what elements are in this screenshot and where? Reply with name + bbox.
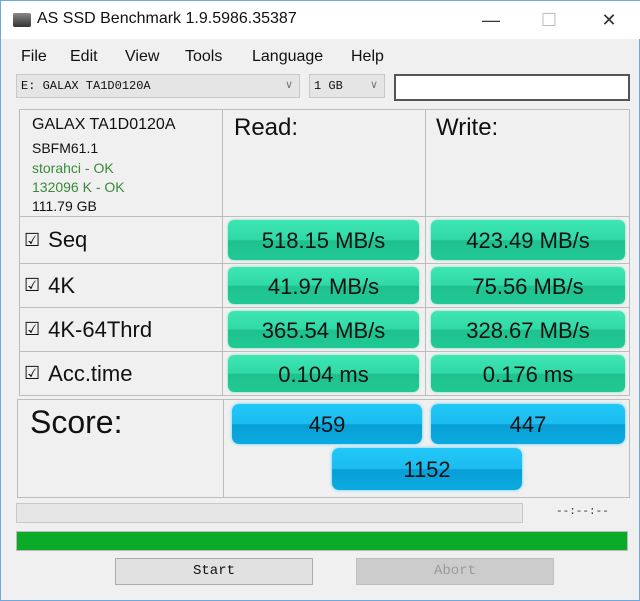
write-result: 328.67 MB/s xyxy=(431,311,625,348)
checkbox[interactable]: ☑ xyxy=(24,229,41,250)
title-bar xyxy=(1,1,640,39)
write-result: 0.176 ms xyxy=(431,355,625,392)
total-score: 1152 xyxy=(332,448,522,490)
drive-value: E: GALAX TA1D0120A xyxy=(21,79,151,93)
menu-language[interactable]: Language xyxy=(252,48,324,65)
read-score: 459 xyxy=(232,404,422,444)
start-button[interactable]: Start xyxy=(115,558,313,585)
read-header: Read: xyxy=(234,114,299,141)
menu-view[interactable]: View xyxy=(125,48,160,65)
close-button[interactable]: ✕ xyxy=(601,10,617,30)
menu-tools[interactable]: Tools xyxy=(185,48,223,65)
app-icon xyxy=(13,13,31,27)
write-result: 75.56 MB/s xyxy=(431,267,625,304)
window-title: AS SSD Benchmark 1.9.5986.35387 xyxy=(37,10,297,27)
write-result: 423.49 MB/s xyxy=(431,220,625,260)
chevron-down-icon: ∨ xyxy=(284,78,293,91)
text-input[interactable] xyxy=(394,74,630,101)
write-header-cell: Write: xyxy=(425,109,630,217)
abort-button[interactable]: Abort xyxy=(356,558,554,585)
read-result: 0.104 ms xyxy=(228,355,419,392)
score-label: Score: xyxy=(30,404,123,440)
drive-select[interactable]: E: GALAX TA1D0120A ∨ xyxy=(16,74,300,98)
row-label-cell: ☑ Acc.time xyxy=(19,351,223,396)
overall-progress-fill xyxy=(17,532,627,550)
row-label-cell: ☑ 4K-64Thrd xyxy=(19,307,223,352)
progress-bar xyxy=(16,503,523,523)
alignment-status: 132096 K - OK xyxy=(32,179,125,195)
write-score: 447 xyxy=(431,404,625,444)
overall-progress-bar xyxy=(16,531,628,551)
read-result: 518.15 MB/s xyxy=(228,220,419,260)
checkbox[interactable]: ☑ xyxy=(24,319,41,339)
menu-edit[interactable]: Edit xyxy=(70,48,98,65)
firmware: SBFM61.1 xyxy=(32,140,99,156)
score-label-cell: Score: xyxy=(17,399,224,498)
capacity: 111.79 GB xyxy=(32,198,97,214)
row-label: Seq xyxy=(48,227,88,252)
chevron-down-icon: ∨ xyxy=(369,78,378,91)
read-result: 41.97 MB/s xyxy=(228,267,419,304)
maximize-button[interactable]: ☐ xyxy=(540,10,558,30)
drive-info-panel: GALAX TA1D0120A SBFM61.1 storahci - OK 1… xyxy=(19,109,223,217)
size-select[interactable]: 1 GB ∨ xyxy=(309,74,385,98)
driver-status: storahci - OK xyxy=(32,160,114,176)
read-header-cell: Read: xyxy=(222,109,426,217)
row-label-cell: ☑ Seq xyxy=(19,216,223,264)
write-header: Write: xyxy=(436,114,499,141)
checkbox[interactable]: ☑ xyxy=(24,363,41,383)
row-label: Acc.time xyxy=(48,360,133,386)
row-label: 4K-64Thrd xyxy=(48,316,153,342)
drive-model: GALAX TA1D0120A xyxy=(32,116,176,133)
read-result: 365.54 MB/s xyxy=(228,311,419,348)
size-value: 1 GB xyxy=(314,79,343,93)
menu-file[interactable]: File xyxy=(21,48,47,65)
elapsed-time: --:--:-- xyxy=(556,506,609,518)
row-label-cell: ☑ 4K xyxy=(19,263,223,308)
menu-help[interactable]: Help xyxy=(351,48,384,65)
row-label: 4K xyxy=(48,272,76,298)
checkbox[interactable]: ☑ xyxy=(24,275,41,295)
minimize-button[interactable]: — xyxy=(482,10,500,30)
